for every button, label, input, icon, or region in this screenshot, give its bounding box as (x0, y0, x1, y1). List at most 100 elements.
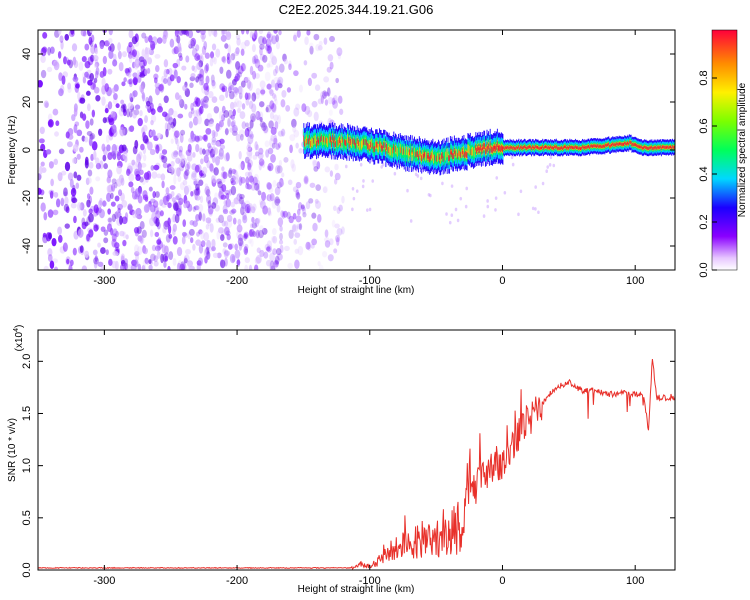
signal-track-segment (327, 138, 329, 147)
noise-blob (205, 189, 211, 197)
noise-blob (134, 104, 141, 110)
noise-blob (150, 119, 154, 126)
noise-blob (94, 255, 98, 262)
signal-track-segment (367, 143, 369, 150)
noise-blob (69, 178, 74, 188)
signal-track-segment (363, 139, 365, 145)
noise-blob (221, 56, 226, 63)
noise-blob (195, 76, 200, 83)
noise-blob (120, 177, 125, 186)
noise-blob (59, 35, 64, 44)
signal-track-segment (641, 146, 643, 150)
noise-blob (340, 226, 345, 235)
noise-blob (268, 120, 274, 129)
signal-track-segment (349, 137, 351, 143)
signal-track-segment (614, 142, 616, 146)
signal-track-segment (358, 140, 360, 146)
noise-blob (48, 232, 53, 240)
noise-blob (486, 199, 489, 203)
noise-blob (254, 256, 261, 265)
noise-blob (172, 223, 177, 232)
noise-blob (248, 238, 252, 244)
signal-track-segment (406, 146, 408, 156)
noise-blob (221, 87, 226, 93)
signal-track-segment (438, 153, 440, 160)
noise-blob (140, 162, 147, 168)
noise-blob (450, 184, 454, 188)
noise-blob (132, 72, 138, 78)
noise-blob (335, 77, 339, 84)
noise-blob (95, 176, 101, 182)
signal-track-segment (413, 147, 415, 161)
noise-blob (120, 192, 125, 202)
noise-blob (38, 173, 42, 181)
noise-blob (252, 154, 258, 160)
signal-track-segment (662, 145, 664, 149)
noise-blob (200, 240, 206, 248)
signal-track-segment (551, 146, 553, 149)
noise-blob (81, 55, 87, 63)
noise-blob (195, 213, 200, 222)
noise-blob (64, 33, 69, 41)
noise-blob (213, 147, 219, 155)
noise-blob (183, 170, 189, 180)
signal-track-segment (521, 147, 523, 151)
signal-track-segment (488, 147, 490, 154)
noise-blob (137, 187, 143, 195)
signal-track-segment (470, 149, 472, 156)
signal-track-segment (566, 146, 568, 150)
noise-blob (240, 63, 246, 72)
noise-blob (289, 134, 296, 142)
noise-blob (204, 118, 210, 127)
signal-track-segment (372, 139, 374, 154)
noise-blob (233, 51, 240, 57)
noise-blob (106, 192, 112, 203)
noise-blob (163, 68, 168, 78)
noise-blob (244, 264, 249, 270)
signal-track-segment (598, 145, 599, 149)
noise-blob (211, 43, 217, 51)
signal-track-segment (410, 152, 412, 161)
signal-track-segment (629, 140, 630, 144)
signal-track-segment (658, 145, 660, 149)
signal-track-segment (329, 137, 331, 143)
noise-blob (195, 143, 200, 153)
noise-blob (219, 66, 224, 74)
noise-blob (312, 160, 317, 169)
noise-blob (137, 263, 142, 270)
noise-blob (199, 68, 205, 78)
noise-blob (247, 162, 252, 171)
noise-blob (246, 79, 252, 89)
noise-blob (132, 110, 137, 119)
noise-blob (519, 189, 523, 194)
signal-track-segment (450, 151, 452, 158)
signal-track-segment (588, 144, 590, 148)
snr-x-tick-label: -300 (93, 575, 115, 587)
signal-track-segment (656, 145, 658, 149)
noise-blob (155, 217, 160, 227)
noise-blob (260, 87, 266, 96)
noise-blob (273, 137, 278, 145)
noise-blob (136, 74, 142, 83)
noise-blob (40, 69, 47, 79)
signal-track-segment (320, 135, 322, 141)
noise-blob (72, 157, 77, 164)
noise-blob (89, 118, 94, 126)
noise-blob (534, 207, 537, 211)
signal-track-segment (367, 142, 369, 149)
noise-blob (182, 157, 188, 165)
signal-track-segment (547, 145, 549, 149)
noise-blob (122, 103, 127, 113)
noise-blob (231, 79, 237, 86)
noise-blob (86, 177, 92, 184)
signal-track-segment (379, 140, 380, 147)
signal-track-segment (370, 141, 372, 148)
noise-blob (148, 35, 153, 43)
signal-track-segment (410, 143, 412, 157)
signal-track-segment (627, 140, 629, 144)
noise-blob (114, 260, 119, 270)
noise-blob (198, 229, 203, 235)
noise-blob (169, 38, 175, 48)
noise-blob (162, 195, 168, 203)
signal-track-segment (457, 153, 458, 159)
